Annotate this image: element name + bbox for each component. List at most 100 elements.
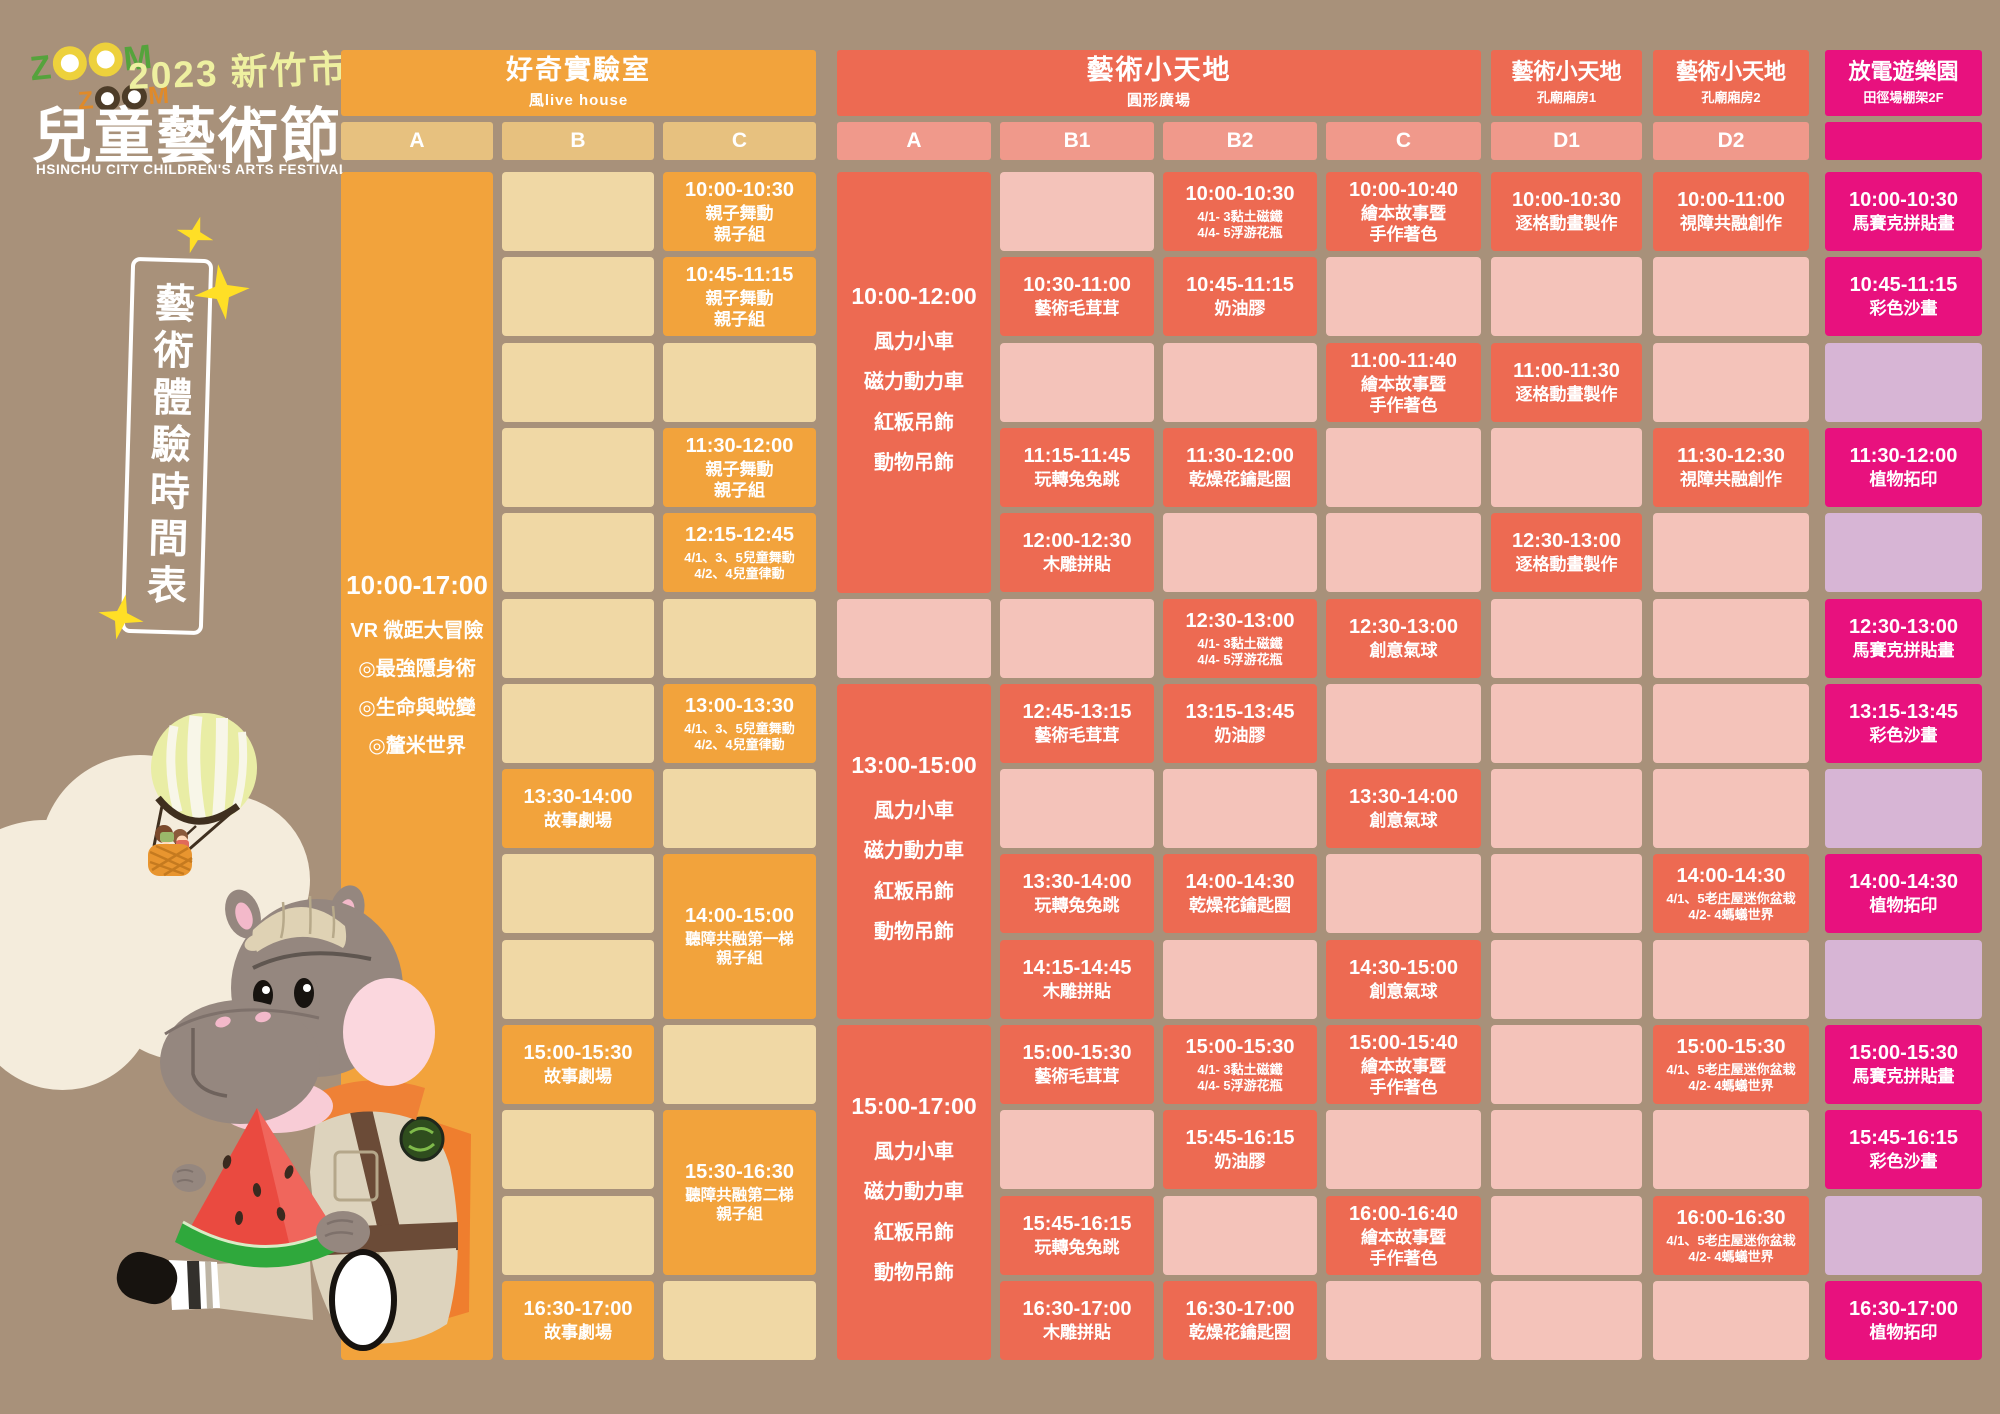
activity-name: 4/4- 5浮游花瓶 xyxy=(1197,1077,1283,1093)
activity-name: 創意氣球 xyxy=(1369,641,1438,661)
schedule-cell: 12:30-13:00 逐格動畫製作 xyxy=(1491,513,1642,592)
activity-name: 親子組 xyxy=(716,949,763,967)
section-header-art-plaza: 藝術小天地 圓形廣場 xyxy=(837,50,1481,116)
activity-name: 紅粄吊飾 xyxy=(874,880,954,903)
empty-slot xyxy=(663,343,816,422)
column-letter-B: B xyxy=(502,122,654,160)
activity-name: 玩轉兔兔跳 xyxy=(1034,470,1120,490)
activity-name: 視障共融創作 xyxy=(1680,470,1782,490)
activity-name: ◎生命與蛻變 xyxy=(358,696,476,719)
section-title: 藝術小天地 xyxy=(1086,55,1232,86)
empty-slot xyxy=(502,684,654,763)
time-range: 15:00-17:00 xyxy=(851,1092,977,1119)
schedule-cell: 13:00-15:00 風力小車 磁力動力車 紅粄吊飾 動物吊飾 xyxy=(837,684,991,1019)
activity-name: 手作著色 xyxy=(1369,1248,1438,1268)
activity-name: 動物吊飾 xyxy=(874,920,954,943)
schedule-cell: 14:00-14:30 乾燥花鑰匙圈 xyxy=(1163,854,1317,933)
empty-slot xyxy=(502,854,654,933)
column-letter-A: A xyxy=(837,122,991,160)
time-range: 16:30-17:00 xyxy=(523,1297,633,1320)
time-range: 13:15-13:45 xyxy=(1185,700,1295,723)
activity-name: 逐格動畫製作 xyxy=(1515,555,1618,575)
time-range: 10:00-10:30 xyxy=(685,178,794,201)
activity-name: 彩色沙畫 xyxy=(1869,299,1938,319)
time-range: 10:00-10:40 xyxy=(1349,178,1458,201)
schedule-cell: 12:15-12:45 4/1、3、5兒童舞動 4/2、4兒童律動 xyxy=(663,513,816,592)
time-range: 13:30-14:00 xyxy=(523,785,633,808)
schedule-cell: 16:30-17:00 故事劇場 xyxy=(502,1281,654,1360)
activity-name: 親子組 xyxy=(714,224,765,244)
time-range: 14:00-14:30 xyxy=(1185,870,1295,893)
activity-name: 磁力動力車 xyxy=(864,1181,964,1204)
time-range: 10:00-10:30 xyxy=(1185,183,1295,206)
time-range: 11:30-12:30 xyxy=(1677,444,1785,467)
time-range: 14:00-14:30 xyxy=(1849,870,1958,893)
empty-slot xyxy=(1000,769,1154,848)
time-range: 10:00-10:30 xyxy=(1512,188,1621,211)
activity-name: 奶油膠 xyxy=(1214,1152,1266,1172)
empty-slot xyxy=(1653,940,1809,1019)
schedule-cell: 12:30-13:00 創意氣球 xyxy=(1326,599,1481,678)
schedule-cell: 12:30-13:00 4/1- 3黏土磁鐵 4/4- 5浮游花瓶 xyxy=(1163,599,1317,678)
time-range: 15:45-16:15 xyxy=(1185,1126,1295,1149)
empty-slot xyxy=(1163,1196,1317,1275)
empty-slot xyxy=(1491,1281,1642,1360)
activity-name: 4/1、3、5兒童舞動 xyxy=(684,720,795,736)
empty-slot xyxy=(1326,684,1481,763)
time-range: 12:30-13:00 xyxy=(1849,615,1958,638)
schedule-cell: 15:45-16:15 玩轉兔兔跳 xyxy=(1000,1196,1154,1275)
festival-title-en: HSINCHU CITY CHILDREN'S ARTS FESTIVAL xyxy=(36,162,348,177)
time-range: 12:15-12:45 xyxy=(685,524,794,547)
empty-slot xyxy=(502,343,654,422)
time-range: 14:00-14:30 xyxy=(1676,865,1786,888)
schedule-cell: 15:00-15:30 馬賽克拼貼畫 xyxy=(1825,1025,1982,1104)
activity-name: 4/2- 4螞蟻世界 xyxy=(1688,1077,1774,1093)
time-range: 12:30-13:00 xyxy=(1185,610,1295,633)
empty-slot xyxy=(1000,343,1154,422)
time-range: 15:00-15:30 xyxy=(523,1041,633,1064)
schedule-cell: 15:45-16:15 彩色沙畫 xyxy=(1825,1110,1982,1189)
logo-o-ring xyxy=(50,44,89,82)
time-range: 10:00-10:30 xyxy=(1849,188,1958,211)
empty-slot xyxy=(1163,769,1317,848)
activity-name: VR 微距大冒險 xyxy=(350,619,484,642)
activity-name: 乾燥花鑰匙圈 xyxy=(1189,1323,1291,1343)
activity-name: 手作著色 xyxy=(1369,224,1438,244)
time-range: 16:00-16:30 xyxy=(1676,1207,1786,1230)
time-range: 13:30-14:00 xyxy=(1349,785,1458,808)
activity-name: 彩色沙畫 xyxy=(1869,1152,1938,1172)
activity-name: 創意氣球 xyxy=(1369,811,1438,831)
activity-name: 親子舞動 xyxy=(705,203,774,223)
activity-name: 4/1、5老庄屋迷你盆栽 xyxy=(1666,1232,1796,1248)
time-range: 14:00-15:00 xyxy=(685,905,794,928)
activity-name: 紅粄吊飾 xyxy=(874,411,954,434)
activity-name: 風力小車 xyxy=(874,799,954,822)
time-range: 10:30-11:00 xyxy=(1023,273,1131,296)
time-range: 13:15-13:45 xyxy=(1849,700,1958,723)
empty-slot xyxy=(1326,1110,1481,1189)
schedule-cell: 13:30-14:00 玩轉兔兔跳 xyxy=(1000,854,1154,933)
empty-slot xyxy=(1326,257,1481,336)
time-range: 10:45-11:15 xyxy=(1186,273,1294,296)
time-range: 11:30-12:00 xyxy=(685,434,794,457)
empty-slot xyxy=(1000,172,1154,251)
empty-slot xyxy=(1491,1110,1642,1189)
section-title: 藝術小天地 xyxy=(1511,58,1622,84)
activity-name: 4/1- 3黏土磁鐵 xyxy=(1197,635,1283,651)
activity-name: 創意氣球 xyxy=(1369,982,1438,1002)
time-range: 15:45-16:15 xyxy=(1849,1126,1958,1149)
hot-air-balloon-illustration xyxy=(148,713,257,877)
empty-slot xyxy=(1653,599,1809,678)
section-header-curious-lab: 好奇實驗室 風live house xyxy=(341,50,816,116)
activity-name: 動物吊飾 xyxy=(874,1261,954,1284)
schedule-cell: 10:00-10:40 繪本故事暨 手作著色 xyxy=(1326,172,1481,251)
activity-name: 故事劇場 xyxy=(544,1323,612,1343)
activity-name: 木雕拼貼 xyxy=(1043,1323,1111,1343)
activity-name: 4/4- 5浮游花瓶 xyxy=(1197,224,1283,240)
column-letter-D2: D2 xyxy=(1653,122,1809,160)
activity-name: 4/2、4兒童律動 xyxy=(694,565,785,581)
schedule-cell: 10:00-12:00 風力小車 磁力動力車 紅粄吊飾 動物吊飾 xyxy=(837,172,991,593)
time-range: 14:30-15:00 xyxy=(1349,956,1458,979)
time-range: 12:45-13:15 xyxy=(1022,700,1132,723)
